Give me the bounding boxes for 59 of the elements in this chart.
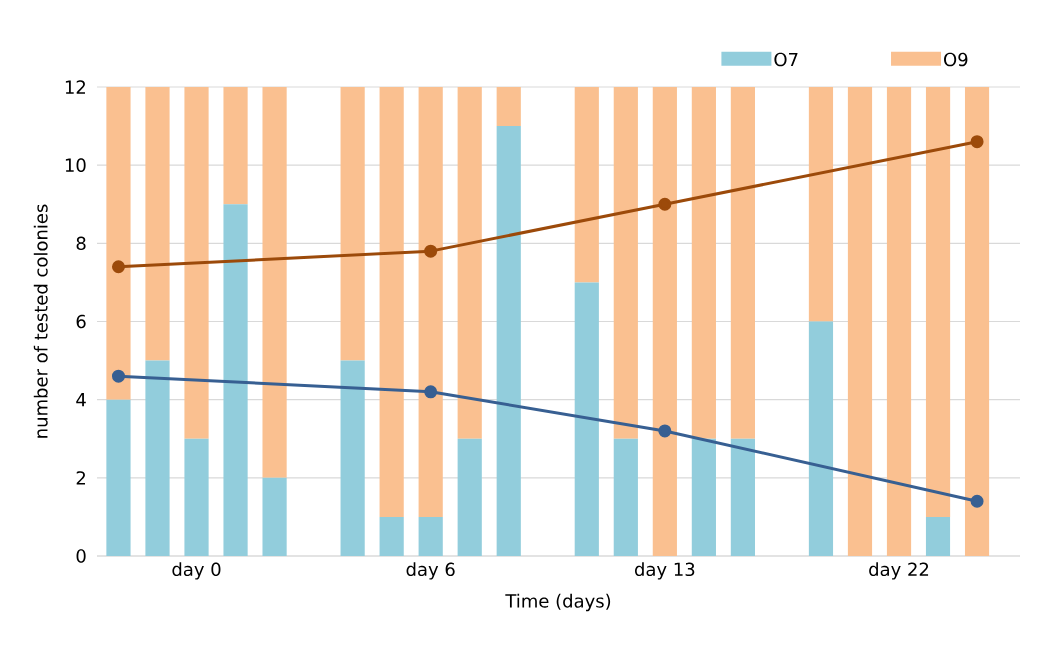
y-tick-label: 0 xyxy=(76,549,86,563)
bar xyxy=(808,321,834,556)
point xyxy=(658,424,672,438)
bar xyxy=(496,86,521,127)
bar xyxy=(418,516,443,556)
bar xyxy=(418,86,443,517)
bar xyxy=(223,204,248,556)
bar xyxy=(613,86,638,439)
bar xyxy=(574,282,599,556)
point xyxy=(111,369,125,383)
bar xyxy=(808,86,834,322)
bar xyxy=(184,86,209,439)
bar xyxy=(730,438,756,556)
bar xyxy=(925,86,951,517)
bar xyxy=(457,438,482,556)
bar xyxy=(184,438,209,556)
x-tick-label: day 6 xyxy=(406,562,455,580)
point xyxy=(970,494,984,508)
bar xyxy=(106,399,131,556)
bar xyxy=(496,126,521,556)
point xyxy=(111,260,125,274)
x-tick-label: day 13 xyxy=(634,562,695,580)
point xyxy=(658,197,672,211)
legend-label: O9 xyxy=(944,52,968,67)
point xyxy=(970,135,984,149)
bar xyxy=(340,86,365,361)
bar xyxy=(574,86,599,283)
bar xyxy=(262,86,287,478)
y-tick-label: 12 xyxy=(65,80,85,94)
y-tick-label: 2 xyxy=(76,471,85,485)
bar xyxy=(847,86,873,556)
bar xyxy=(379,516,404,556)
legend-label: O7 xyxy=(774,52,798,67)
bar xyxy=(106,86,131,400)
bar xyxy=(223,86,248,205)
bar xyxy=(379,86,404,517)
bar xyxy=(340,360,365,556)
bar xyxy=(145,86,170,361)
bar xyxy=(886,86,912,556)
bar xyxy=(145,360,170,556)
bar xyxy=(730,86,756,439)
y-tick-label: 4 xyxy=(76,393,86,407)
y-tick-label: 10 xyxy=(65,158,86,172)
x-tick-label: day 0 xyxy=(172,562,221,580)
bar xyxy=(262,477,287,556)
bar xyxy=(925,516,951,556)
x-axis-title: Time (days) xyxy=(505,593,611,612)
bar xyxy=(691,438,716,556)
point xyxy=(424,244,438,258)
y-tick-label: 6 xyxy=(76,314,86,329)
point xyxy=(424,385,438,399)
bar xyxy=(613,438,638,556)
y-axis-title: number of tested colonies xyxy=(33,204,48,438)
bar xyxy=(652,86,677,556)
y-tick-label: 8 xyxy=(76,236,86,251)
bar xyxy=(691,86,716,439)
bar xyxy=(457,86,482,439)
x-tick-label: day 22 xyxy=(869,562,929,580)
bar xyxy=(964,86,990,556)
